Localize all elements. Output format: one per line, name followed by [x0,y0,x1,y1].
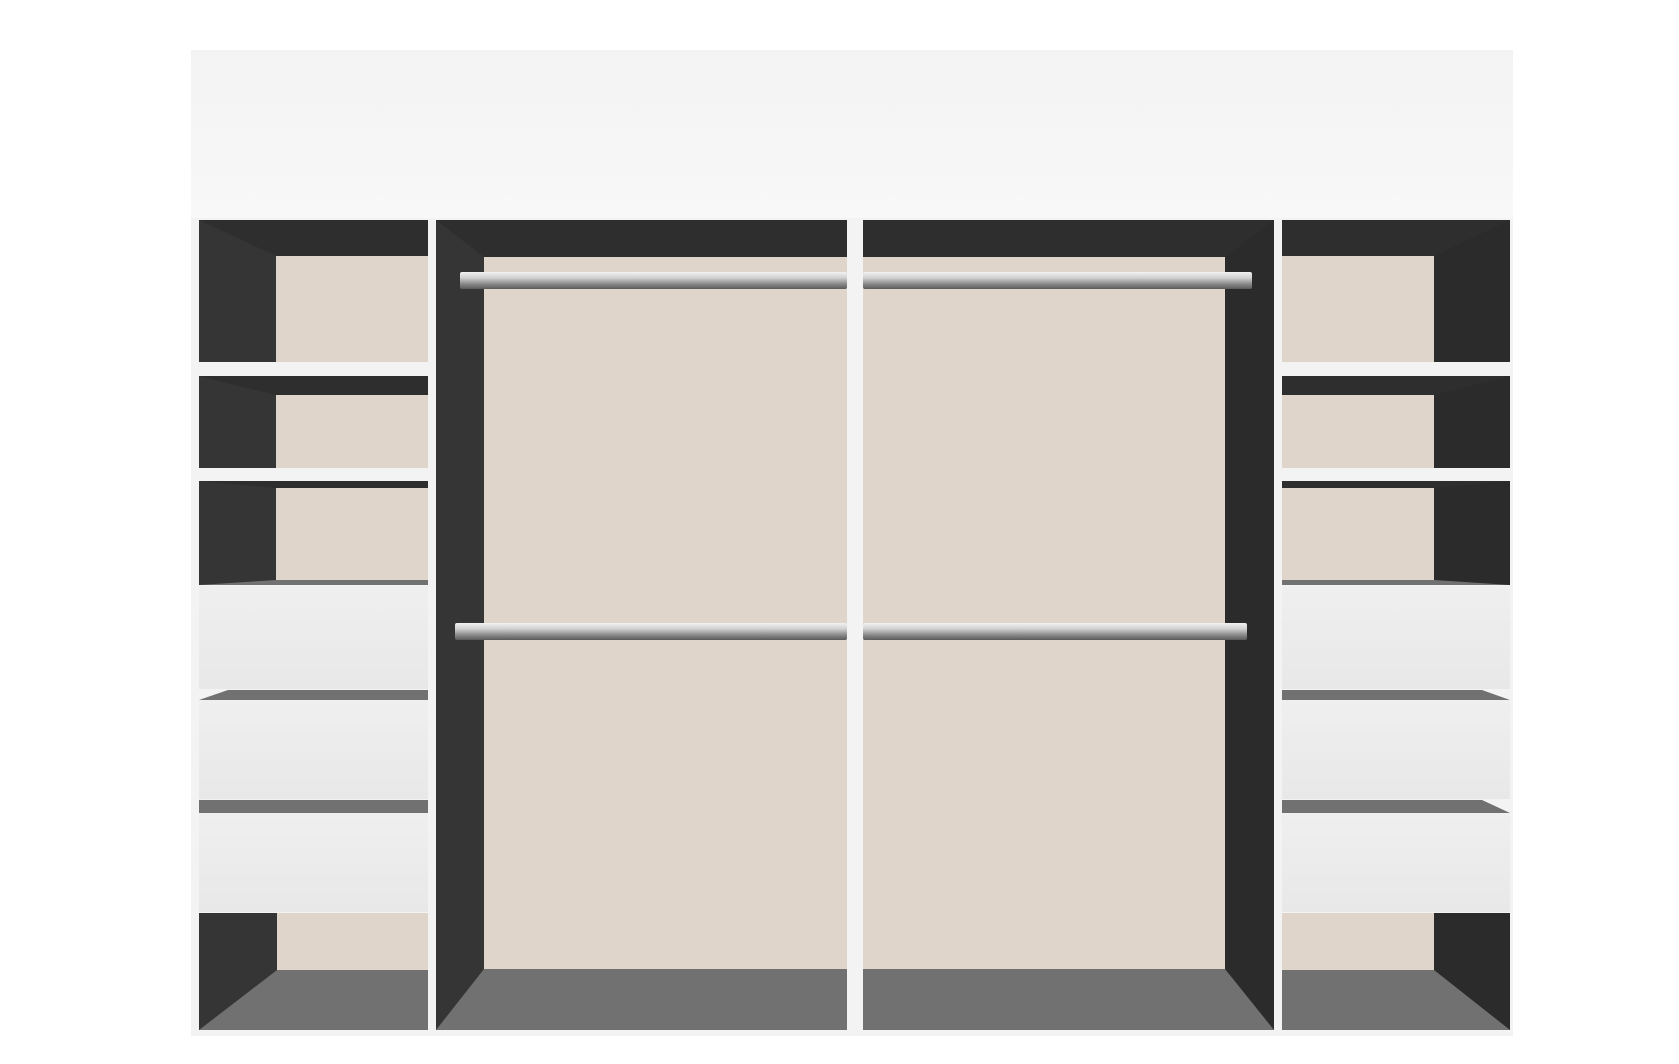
center-divider [847,218,863,1036]
floor-center-right [863,969,1274,1030]
left-drawer-1[interactable] [199,586,428,689]
left-drawer-gap-1 [199,690,428,700]
right-drawer-2[interactable] [1282,700,1510,799]
left-compartment-3[interactable] [199,481,428,585]
right-compartment-2[interactable] [1282,376,1510,468]
right-compartment-bottom[interactable] [1282,913,1510,1030]
left-shelving-section[interactable] [199,220,428,1030]
hanging-rail-icon [455,272,1252,640]
lower-rail-left[interactable] [455,623,847,640]
left-drawer-gap-2 [199,800,428,813]
lower-rail-right[interactable] [863,623,1247,640]
right-drawer-1[interactable] [1282,586,1510,689]
right-compartment-1[interactable] [1282,220,1510,362]
left-drawer-2[interactable] [199,700,428,799]
right-drawer-gap-2 [1282,800,1510,813]
floor-center-left [436,969,847,1030]
top-panel [191,50,1513,218]
left-compartment-2[interactable] [199,376,428,468]
right-shelving-section[interactable] [1282,220,1510,1030]
right-compartment-3[interactable] [1282,481,1510,585]
left-compartment-1[interactable] [199,220,428,362]
right-drawer-3[interactable] [1282,813,1510,912]
right-drawer-gap-1 [1282,690,1510,700]
upper-rail-right[interactable] [863,272,1252,289]
left-compartment-bottom[interactable] [199,913,428,1030]
upper-rail-left[interactable] [460,272,847,289]
left-drawer-3[interactable] [199,813,428,912]
